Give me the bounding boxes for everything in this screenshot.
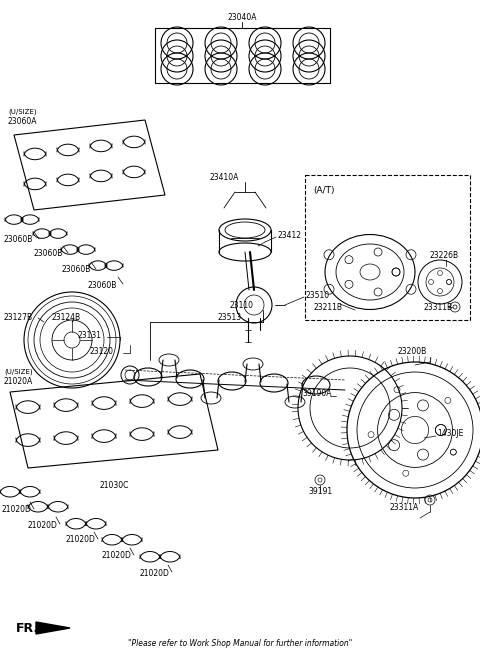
Text: 23311A: 23311A xyxy=(390,503,419,512)
Text: 23226B: 23226B xyxy=(430,252,459,261)
Text: 23410A: 23410A xyxy=(210,173,240,183)
Text: 21020D: 21020D xyxy=(2,505,32,514)
Text: (U/SIZE): (U/SIZE) xyxy=(4,369,33,376)
Bar xyxy=(305,175,470,320)
Text: 21020D: 21020D xyxy=(140,569,170,578)
Text: (A/T): (A/T) xyxy=(313,186,335,196)
Text: 23120: 23120 xyxy=(90,348,114,357)
Text: 23513: 23513 xyxy=(218,314,242,323)
Text: 23060B: 23060B xyxy=(88,280,118,289)
Text: 39191: 39191 xyxy=(308,488,332,497)
Text: 23127B: 23127B xyxy=(4,314,33,323)
Text: 23211B: 23211B xyxy=(313,303,342,312)
Text: "Please refer to Work Shop Manual for further information": "Please refer to Work Shop Manual for fu… xyxy=(128,638,352,647)
Text: 23200B: 23200B xyxy=(398,348,427,357)
Text: FR.: FR. xyxy=(16,621,39,634)
Text: 39190A: 39190A xyxy=(302,389,332,398)
Text: 21020A: 21020A xyxy=(4,378,33,387)
Text: 23060A: 23060A xyxy=(8,117,37,126)
Text: (U/SIZE): (U/SIZE) xyxy=(8,109,36,115)
Text: 23060B: 23060B xyxy=(33,250,62,258)
Text: 1430JE: 1430JE xyxy=(437,430,463,439)
Text: 23131: 23131 xyxy=(78,331,102,340)
Text: 23510: 23510 xyxy=(306,291,330,299)
Text: 23060B: 23060B xyxy=(61,265,90,274)
Text: 23040A: 23040A xyxy=(227,14,257,23)
Text: 23412: 23412 xyxy=(278,231,302,239)
Text: 23311B: 23311B xyxy=(424,303,453,312)
Text: 23060B: 23060B xyxy=(4,235,34,244)
Text: 21030C: 21030C xyxy=(100,481,130,490)
Text: 21020D: 21020D xyxy=(28,520,58,529)
Text: 23110: 23110 xyxy=(230,301,254,310)
Text: 21020D: 21020D xyxy=(66,535,96,544)
Text: 21020D: 21020D xyxy=(102,552,132,561)
Polygon shape xyxy=(36,622,70,634)
Bar xyxy=(155,28,330,83)
Text: 23124B: 23124B xyxy=(52,314,81,323)
